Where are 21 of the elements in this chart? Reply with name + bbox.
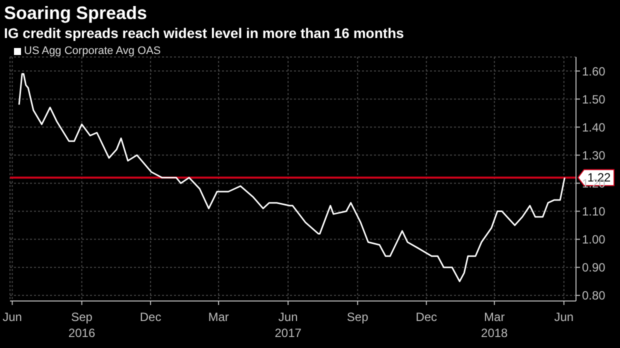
x-tick-label: Dec (140, 310, 162, 324)
y-tick-label: 1.00 (582, 232, 606, 247)
y-tick-label: 1.60 (582, 64, 606, 78)
x-tick-label: Jun (2, 310, 22, 324)
legend-label: US Agg Corporate Avg OAS (24, 45, 161, 57)
x-tick-label: Jun 2017 (274, 310, 302, 340)
x-tick-label: Sep 2016 (68, 310, 96, 340)
x-tick-label: Dec (416, 310, 438, 324)
x-tick-label: Sep (346, 310, 369, 324)
y-tick-label: 1.30 (582, 148, 606, 162)
y-tick-label: 0.90 (582, 260, 606, 275)
x-tick-label: Jun (554, 310, 574, 324)
y-tick-label: 0.80 (582, 288, 606, 303)
x-tick-label: Mar (208, 310, 229, 324)
chart-subtitle: IG credit spreads reach widest level in more than 16 months (3, 24, 405, 41)
x-tick-label: Mar 2018 (481, 310, 508, 340)
y-tick-label: 1.10 (582, 204, 606, 219)
line-series (18, 73, 566, 282)
chart-title: Soaring Spreads (3, 2, 148, 24)
y-tick-label: 1.40 (582, 120, 606, 134)
y-tick-label: 1.50 (582, 92, 606, 106)
